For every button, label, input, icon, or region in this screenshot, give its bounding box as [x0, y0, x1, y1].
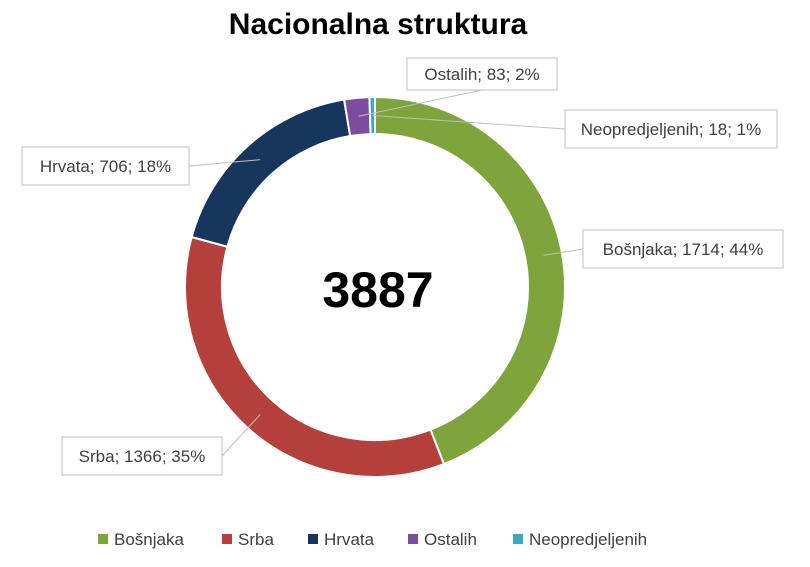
leader-line-hrvata [188, 159, 261, 167]
legend-swatch-neopredjeljenih [513, 534, 523, 544]
legend-label-hrvata: Hrvata [324, 530, 375, 549]
chart-title: Nacionalna struktura [229, 8, 528, 41]
legend-label-bosnjaka: Bošnjaka [114, 530, 184, 549]
slice-neopredjeljenih [368, 95, 376, 136]
data-label-box-bosnjaka [582, 229, 784, 269]
center-total: 3887 [322, 262, 433, 318]
data-label-srba: Srba; 1366; 35% [79, 447, 206, 466]
donut-slices [184, 95, 566, 478]
legend-label-srba: Srba [238, 530, 274, 549]
leader-line-bosnjaka [543, 248, 584, 256]
legend-swatch-srba [222, 534, 232, 544]
data-label-hrvata: Hrvata; 706; 18% [40, 157, 171, 176]
legend-swatch-ostalih [408, 534, 418, 544]
data-label-box-neopredjeljenih [564, 109, 778, 149]
data-label-ostalih: Ostalih; 83; 2% [424, 65, 539, 84]
legend: Bošnjaka Srba Hrvata Ostalih Neopredjeljenih [98, 530, 647, 549]
data-label-box-srba [61, 436, 223, 476]
data-label-box-ostalih [406, 57, 558, 91]
slice-hrvata [190, 98, 352, 248]
leader-line-ostalih [358, 89, 483, 117]
legend-label-neopredjeljenih: Neopredjeljenih [529, 530, 647, 549]
data-label-neopredjeljenih: Neopredjeljenih; 18; 1% [581, 120, 762, 139]
data-label-bosnjaka: Bošnjaka; 1714; 44% [603, 240, 764, 259]
legend-swatch-bosnjaka [98, 534, 108, 544]
data-label-box-hrvata [21, 146, 190, 186]
legend-label-ostalih: Ostalih [424, 530, 477, 549]
leader-line-srba [221, 414, 261, 457]
leader-line-neopredjeljenih [372, 115, 566, 130]
data-labels: Bošnjaka; 1714; 44% Srba; 1366; 35% Hrvata… [21, 57, 784, 476]
legend-swatch-hrvata [308, 534, 318, 544]
